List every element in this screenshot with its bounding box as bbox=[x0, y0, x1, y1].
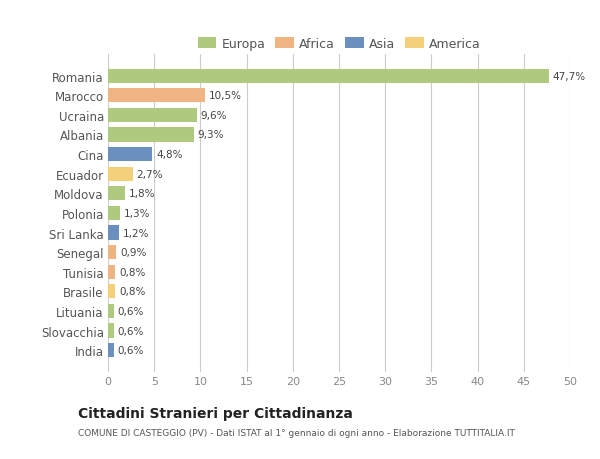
Bar bbox=[108, 324, 113, 338]
Bar bbox=[108, 69, 549, 84]
Text: 10,5%: 10,5% bbox=[209, 91, 242, 101]
Text: 2,7%: 2,7% bbox=[137, 169, 163, 179]
Text: 1,2%: 1,2% bbox=[123, 228, 149, 238]
Text: 0,6%: 0,6% bbox=[117, 345, 143, 355]
Bar bbox=[108, 304, 113, 318]
Text: 0,9%: 0,9% bbox=[120, 247, 146, 257]
Bar bbox=[108, 265, 115, 279]
Text: 0,6%: 0,6% bbox=[117, 326, 143, 336]
Legend: Europa, Africa, Asia, America: Europa, Africa, Asia, America bbox=[193, 33, 485, 56]
Text: COMUNE DI CASTEGGIO (PV) - Dati ISTAT al 1° gennaio di ogni anno - Elaborazione : COMUNE DI CASTEGGIO (PV) - Dati ISTAT al… bbox=[78, 428, 515, 437]
Bar bbox=[108, 343, 113, 358]
Bar bbox=[108, 89, 205, 103]
Text: Cittadini Stranieri per Cittadinanza: Cittadini Stranieri per Cittadinanza bbox=[78, 406, 353, 420]
Bar bbox=[108, 207, 120, 220]
Text: 9,3%: 9,3% bbox=[197, 130, 224, 140]
Bar bbox=[108, 148, 152, 162]
Text: 47,7%: 47,7% bbox=[553, 72, 586, 82]
Text: 1,8%: 1,8% bbox=[128, 189, 155, 199]
Bar bbox=[108, 109, 197, 123]
Bar bbox=[108, 226, 119, 240]
Bar bbox=[108, 187, 125, 201]
Bar bbox=[108, 128, 194, 142]
Bar bbox=[108, 167, 133, 181]
Text: 0,8%: 0,8% bbox=[119, 287, 145, 297]
Text: 9,6%: 9,6% bbox=[200, 111, 227, 121]
Bar bbox=[108, 285, 115, 299]
Text: 0,8%: 0,8% bbox=[119, 267, 145, 277]
Text: 4,8%: 4,8% bbox=[156, 150, 182, 160]
Text: 0,6%: 0,6% bbox=[117, 306, 143, 316]
Text: 1,3%: 1,3% bbox=[124, 208, 150, 218]
Bar bbox=[108, 246, 116, 260]
